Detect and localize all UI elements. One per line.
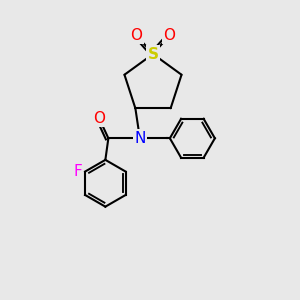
Text: O: O [93, 111, 105, 126]
Text: O: O [130, 28, 142, 43]
Text: F: F [73, 164, 82, 179]
Text: S: S [148, 46, 158, 62]
Text: N: N [134, 131, 146, 146]
Text: O: O [164, 28, 175, 43]
